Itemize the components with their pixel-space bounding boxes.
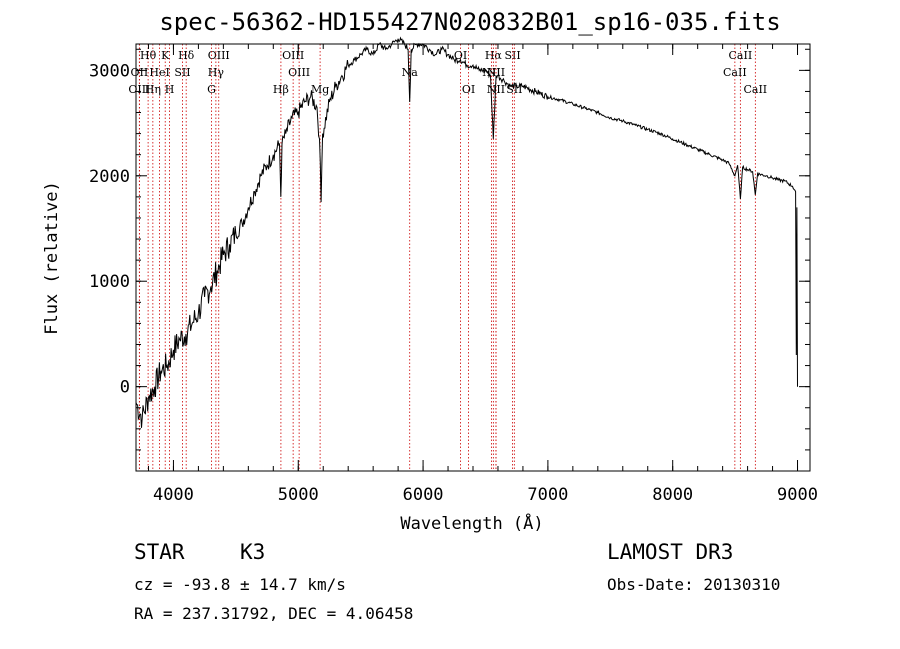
axes: 4000 5000 6000 7000 8000 9000 0 1000 2000 3000 bbox=[89, 43, 818, 505]
redshift-line: cz = -93.8 ± 14.7 km/s bbox=[134, 575, 346, 594]
y-tick-label: 2000 bbox=[89, 167, 130, 187]
plot-frame bbox=[135, 43, 811, 472]
marker-label: HeI bbox=[149, 66, 169, 79]
marker-label: Hβ bbox=[273, 83, 289, 96]
marker-label: H bbox=[165, 83, 175, 96]
x-tick-label: 5000 bbox=[278, 485, 319, 505]
coordinates-line: RA = 237.31792, DEC = 4.06458 bbox=[134, 604, 414, 623]
y-tick-label: 1000 bbox=[89, 272, 130, 292]
marker-label: OIII bbox=[288, 66, 310, 79]
object-subclass: K3 bbox=[240, 540, 266, 564]
marker-label: OIII bbox=[208, 49, 230, 62]
chart-title: spec-56362-HD155427N020832B01_sp16-035.f… bbox=[159, 8, 780, 36]
marker-label: OIII bbox=[282, 49, 304, 62]
x-tick-label: 8000 bbox=[652, 485, 693, 505]
object-class: STAR bbox=[134, 540, 185, 564]
marker-label: CaII bbox=[723, 66, 747, 79]
x-tick-label: 6000 bbox=[403, 485, 444, 505]
marker-label: Hα bbox=[485, 49, 503, 62]
x-tick-label: 9000 bbox=[777, 485, 818, 505]
marker-label: OI bbox=[462, 83, 475, 96]
x-tick-label: 7000 bbox=[527, 485, 568, 505]
marker-label: SII bbox=[504, 49, 520, 62]
marker-label: OIII bbox=[128, 83, 150, 96]
x-tick-label: 4000 bbox=[153, 485, 194, 505]
marker-label: CaII bbox=[743, 83, 767, 96]
marker-label: Hη bbox=[145, 83, 161, 96]
y-tick-label: 0 bbox=[120, 378, 130, 398]
spectrum-line bbox=[135, 36, 798, 428]
survey-name: LAMOST DR3 bbox=[607, 540, 734, 564]
marker-label: Mg bbox=[311, 83, 329, 96]
marker-label: Hδ bbox=[178, 49, 195, 62]
marker-label: OI bbox=[454, 49, 467, 62]
y-tick-label: 3000 bbox=[89, 61, 130, 81]
marker-label: Hγ bbox=[208, 66, 225, 79]
spectrum-series bbox=[135, 36, 798, 428]
marker-label: Hθ bbox=[140, 49, 157, 62]
marker-label: CaII bbox=[729, 49, 753, 62]
marker-label: SII bbox=[174, 66, 190, 79]
marker-label: Na bbox=[402, 66, 419, 79]
obs-date: Obs-Date: 20130310 bbox=[607, 575, 781, 594]
y-axis-label: Flux (relative) bbox=[42, 181, 62, 335]
x-axis-label: Wavelength (Å) bbox=[400, 512, 543, 534]
marker-label: G bbox=[207, 83, 216, 96]
marker-label: K bbox=[161, 49, 170, 62]
